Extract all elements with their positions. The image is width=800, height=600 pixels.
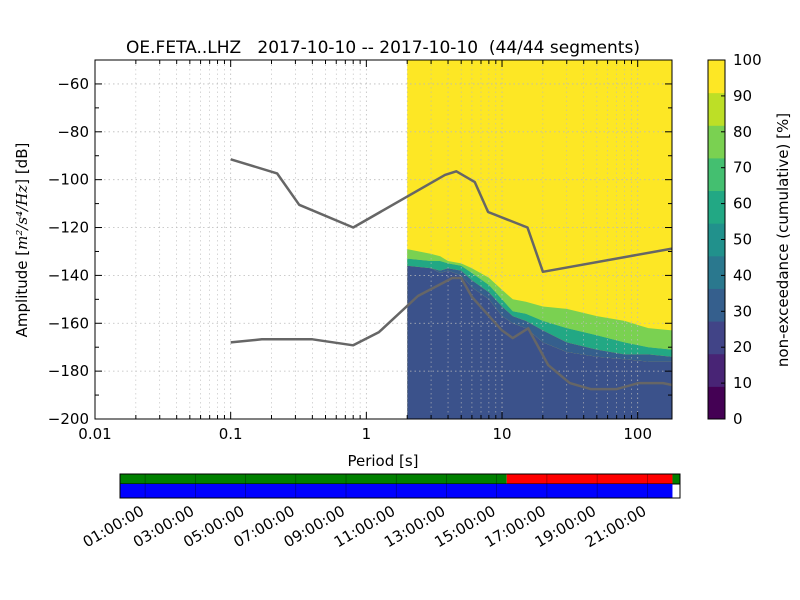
y-axis-label-units: m²/s⁴/Hz — [13, 185, 31, 250]
colorbar-tick-label: 0 — [733, 410, 743, 428]
colorbar-tick-label: 30 — [733, 302, 752, 320]
colorbar-tick-label: 80 — [733, 123, 752, 141]
chart-title: OE.FETA..LHZ 2017-10-10 -- 2017-10-10 (4… — [126, 38, 640, 58]
y-tick-label: −100 — [48, 171, 89, 189]
colorbar-tick-label: 50 — [733, 231, 752, 249]
colorbar-tick-label: 70 — [733, 159, 752, 177]
timeline-top-bar — [120, 474, 680, 484]
colorbar-swatches — [708, 60, 725, 420]
low-noise-model-line — [230, 276, 673, 391]
heatmap-band-0-10 — [407, 265, 672, 419]
timeline-frame — [119, 473, 681, 499]
colorbar-tick-label: 20 — [733, 338, 752, 356]
colorbar-swatch — [708, 288, 725, 322]
colorbar: 0 10 20 30 40 50 60 70 80 90 100 non-exceedance (c… — [707, 51, 792, 428]
x-axis-label: Period [s] — [347, 452, 418, 470]
colorbar-swatch — [708, 125, 725, 159]
x-axis-ticks: 0.01 0.1 1 10 100 — [78, 60, 652, 443]
colorbar-swatch — [708, 386, 725, 420]
y-tick-label: −80 — [57, 123, 89, 141]
y-axis-label-prefix: Amplitude [ — [13, 250, 31, 338]
x-tick-label: 1 — [362, 425, 372, 443]
y-axis-label: Amplitude [m²/s⁴/Hz] [dB] — [13, 143, 31, 338]
colorbar-tick-label: 40 — [733, 266, 752, 284]
colorbar-ticks: 0 10 20 30 40 50 60 70 80 90 100 — [721, 51, 762, 428]
colorbar-label: non-exceedance (cumulative) [%] — [774, 113, 792, 367]
timeline-top-segment — [506, 474, 673, 484]
colorbar-swatch — [708, 92, 725, 126]
x-tick-label: 0.01 — [78, 425, 111, 443]
high-noise-model-line — [230, 158, 673, 274]
colorbar-tick-label: 100 — [733, 51, 762, 69]
colorbar-tick-label: 10 — [733, 374, 752, 392]
colorbar-swatch — [708, 321, 725, 355]
x-tick-label: 0.1 — [219, 425, 243, 443]
y-tick-label: −140 — [48, 266, 89, 284]
colorbar-tick-label: 60 — [733, 195, 752, 213]
heatmap-layer — [407, 60, 672, 419]
y-axis-label-suffix: ] [dB] — [13, 143, 31, 185]
colorbar-swatch — [708, 157, 725, 192]
y-tick-label: −200 — [48, 410, 89, 428]
x-tick-label: 100 — [623, 425, 652, 443]
data-availability-timeline: 01:00:0003:00:0005:00:0007:00:0009:00:00… — [80, 473, 681, 551]
plot-frame — [94, 59, 673, 420]
colorbar-swatch — [708, 60, 725, 94]
y-tick-label: −160 — [48, 314, 89, 332]
x-tick-label: 10 — [492, 425, 511, 443]
colorbar-swatch — [708, 353, 725, 387]
y-tick-label: −60 — [57, 75, 89, 93]
y-axis-ticks: −60 −80 −100 −120 −140 −160 −180 −200 — [48, 59, 672, 428]
heatmap-band-60-90 — [407, 249, 672, 350]
heatmap-band-30-60 — [407, 258, 672, 357]
y-tick-label: −180 — [48, 362, 89, 380]
colorbar-swatch — [708, 190, 725, 224]
timeline-top-segment — [672, 474, 680, 484]
colorbar-swatch — [708, 255, 725, 289]
timeline-top-segment — [120, 474, 507, 484]
noise-model-layer — [230, 158, 673, 391]
colorbar-tick-label: 90 — [733, 87, 752, 105]
colorbar-swatch — [708, 223, 725, 257]
y-tick-label: −120 — [48, 219, 89, 237]
psd-plot-area: 0.01 0.1 1 10 100 −60 −80 −100 −120 −140 −160 −180… — [48, 59, 673, 443]
